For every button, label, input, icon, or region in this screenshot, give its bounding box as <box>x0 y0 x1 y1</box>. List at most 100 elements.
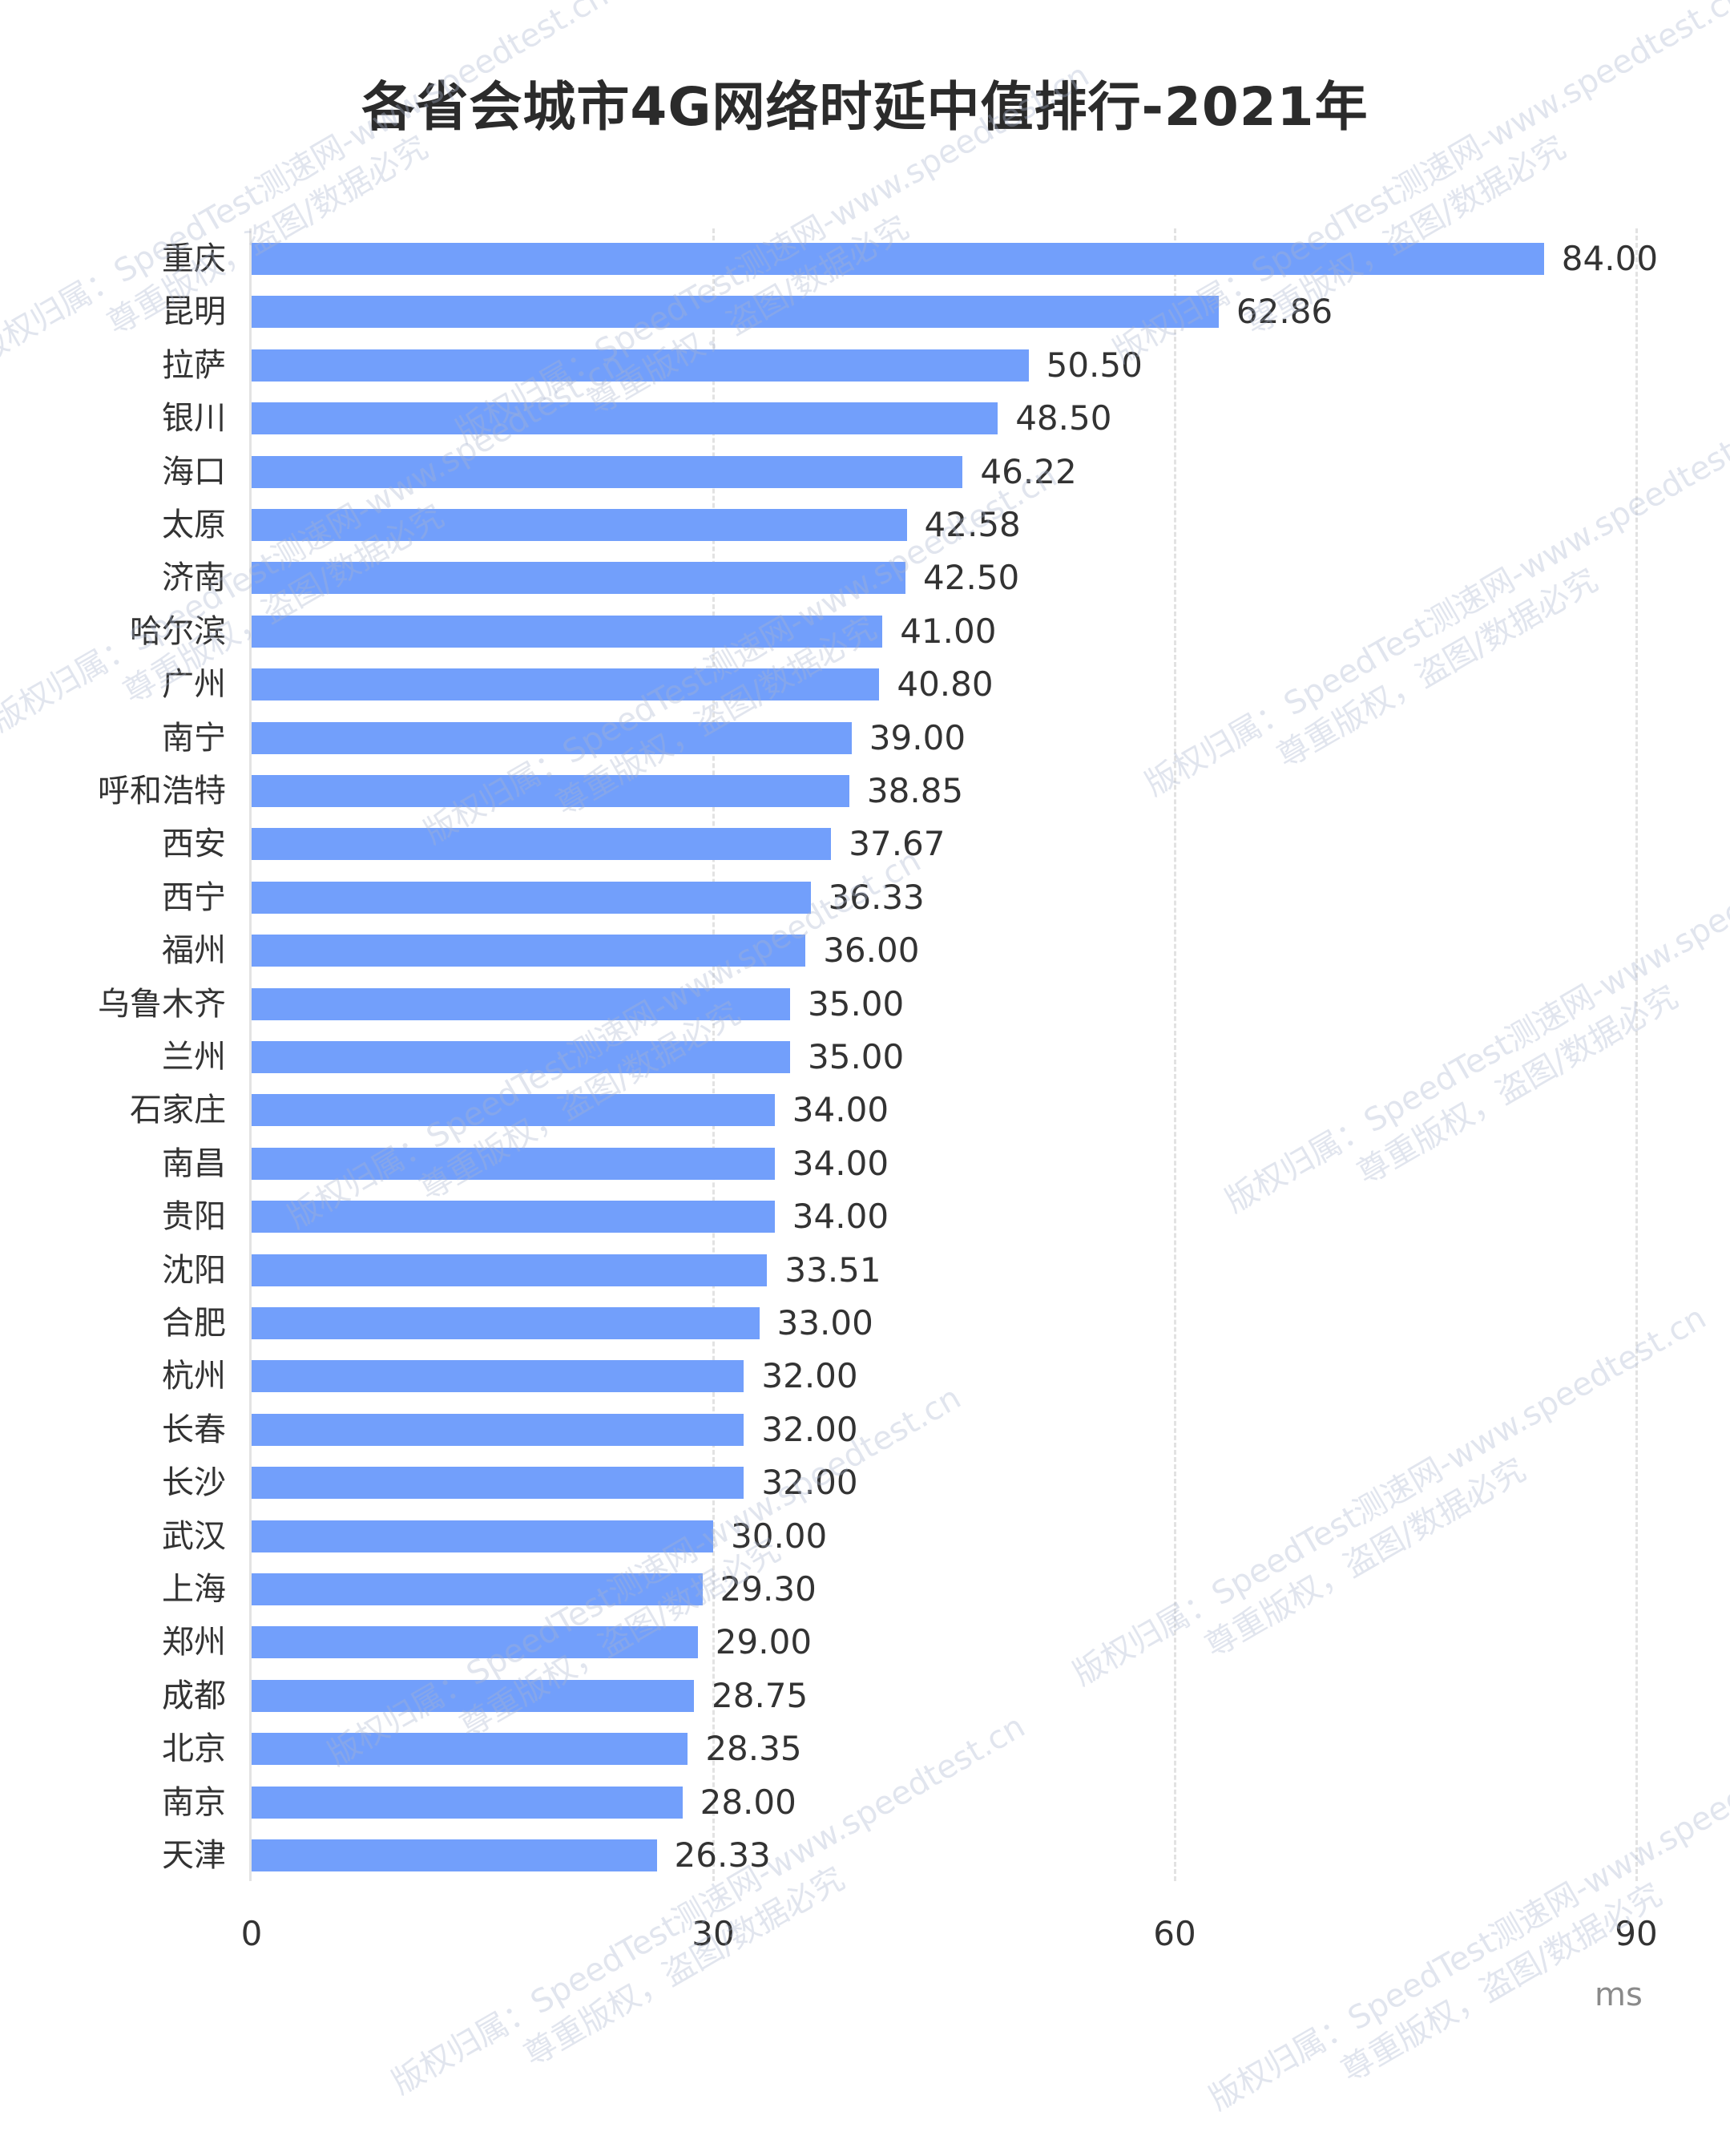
bar[interactable] <box>252 1360 744 1393</box>
bar[interactable] <box>252 296 1219 329</box>
y-axis-line <box>249 228 252 1881</box>
bar-row: 乌鲁木齐 35.00 <box>0 984 1730 1023</box>
value-label: 28.75 <box>712 1675 809 1715</box>
bar[interactable] <box>252 243 1544 275</box>
category-label: 呼和浩特 <box>98 773 226 810</box>
bar-row: 西宁 36.33 <box>0 878 1730 917</box>
bar[interactable] <box>252 349 1029 382</box>
category-label: 合肥 <box>162 1305 226 1342</box>
value-label: 34.00 <box>792 1197 889 1237</box>
category-label: 南昌 <box>162 1145 226 1182</box>
bar[interactable] <box>252 1094 775 1127</box>
x-axis-unit-label: ms <box>1595 1976 1643 2013</box>
bar-row: 南京 28.00 <box>0 1783 1730 1822</box>
bar-row: 武汉 30.00 <box>0 1516 1730 1556</box>
bar-row: 广州 40.80 <box>0 664 1730 704</box>
bar[interactable] <box>252 455 963 488</box>
value-label: 33.51 <box>784 1250 881 1290</box>
x-tick-label: 60 <box>1153 1914 1196 1953</box>
value-label: 28.00 <box>700 1782 796 1822</box>
bar[interactable] <box>252 402 998 435</box>
bar-row: 哈尔滨 41.00 <box>0 612 1730 651</box>
value-label: 35.00 <box>808 983 905 1023</box>
bar-row: 郑州 29.00 <box>0 1622 1730 1661</box>
bar[interactable] <box>252 1041 790 1073</box>
category-label: 拉萨 <box>162 346 226 384</box>
bar[interactable] <box>252 1201 775 1233</box>
bar[interactable] <box>252 1786 683 1819</box>
bar-row: 兰州 35.00 <box>0 1037 1730 1076</box>
value-label: 38.85 <box>866 771 964 810</box>
bar-row: 昆明 62.86 <box>0 292 1730 331</box>
bar[interactable] <box>252 1307 760 1339</box>
category-label: 兰州 <box>162 1039 226 1076</box>
bar-row: 合肥 33.00 <box>0 1303 1730 1342</box>
bar-row: 杭州 32.00 <box>0 1356 1730 1395</box>
bar-row: 长春 32.00 <box>0 1410 1730 1449</box>
bar[interactable] <box>252 775 849 807</box>
category-label: 西安 <box>162 826 226 863</box>
bar-row: 贵阳 34.00 <box>0 1197 1730 1236</box>
value-label: 37.67 <box>849 824 946 864</box>
bar[interactable] <box>252 828 832 861</box>
bar[interactable] <box>252 1679 694 1712</box>
category-label: 西宁 <box>162 878 226 916</box>
value-label: 32.00 <box>761 1356 858 1396</box>
bar[interactable] <box>252 1839 657 1871</box>
value-label: 42.58 <box>924 505 1021 544</box>
x-tick-label: 0 <box>240 1914 263 1953</box>
bar[interactable] <box>252 615 883 648</box>
category-label: 银川 <box>162 400 226 438</box>
category-label: 福州 <box>162 932 226 970</box>
value-label: 29.30 <box>720 1569 817 1609</box>
category-label: 南宁 <box>162 719 226 757</box>
bar[interactable] <box>252 562 905 595</box>
category-label: 长春 <box>162 1411 226 1448</box>
category-label: 郑州 <box>162 1624 226 1661</box>
gridline-90 <box>1635 228 1638 1881</box>
bar[interactable] <box>252 1413 744 1446</box>
bar[interactable] <box>252 881 811 914</box>
value-label: 26.33 <box>674 1835 771 1875</box>
bar[interactable] <box>252 668 880 701</box>
category-label: 乌鲁木齐 <box>98 985 226 1023</box>
bar-row: 太原 42.58 <box>0 505 1730 544</box>
bar[interactable] <box>252 1626 698 1659</box>
bar[interactable] <box>252 721 852 754</box>
value-label: 32.00 <box>761 1409 858 1449</box>
bar-row: 成都 28.75 <box>0 1676 1730 1715</box>
category-label: 重庆 <box>162 240 226 277</box>
value-label: 50.50 <box>1046 345 1143 385</box>
bar[interactable] <box>252 509 907 541</box>
bar-row: 天津 26.33 <box>0 1835 1730 1875</box>
bar-row: 拉萨 50.50 <box>0 345 1730 385</box>
category-label: 北京 <box>162 1730 226 1768</box>
category-label: 沈阳 <box>162 1251 226 1289</box>
value-label: 48.50 <box>1015 398 1112 438</box>
value-label: 46.22 <box>980 451 1077 491</box>
bar[interactable] <box>252 1520 713 1552</box>
bar[interactable] <box>252 1573 703 1605</box>
category-label: 长沙 <box>162 1464 226 1502</box>
bar-row: 长沙 32.00 <box>0 1463 1730 1502</box>
bar[interactable] <box>252 1733 688 1766</box>
category-label: 石家庄 <box>130 1092 226 1129</box>
bar[interactable] <box>252 1254 768 1286</box>
category-label: 杭州 <box>162 1358 226 1395</box>
bar[interactable] <box>252 1147 775 1180</box>
category-label: 昆明 <box>162 293 226 331</box>
bar-row: 上海 29.30 <box>0 1569 1730 1609</box>
category-label: 贵阳 <box>162 1198 226 1236</box>
category-label: 海口 <box>162 453 226 491</box>
bar[interactable] <box>252 1467 744 1500</box>
bar-row: 石家庄 34.00 <box>0 1090 1730 1129</box>
bar-row: 沈阳 33.51 <box>0 1250 1730 1290</box>
value-label: 39.00 <box>869 717 966 757</box>
bar[interactable] <box>252 987 790 1020</box>
bar-row: 西安 37.67 <box>0 824 1730 863</box>
bar-row: 济南 42.50 <box>0 558 1730 597</box>
bar[interactable] <box>252 935 806 967</box>
category-label: 天津 <box>162 1837 226 1874</box>
value-label: 28.35 <box>705 1729 802 1769</box>
value-label: 35.00 <box>808 1037 905 1076</box>
